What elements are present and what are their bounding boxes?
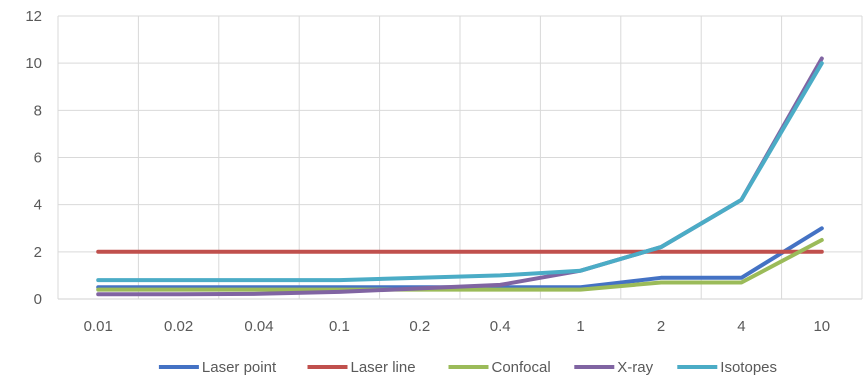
- x-tick-label: 2: [657, 318, 665, 335]
- x-tick-label: 0.01: [84, 318, 113, 335]
- grid-lines: [57, 15, 863, 300]
- y-tick-label: 4: [34, 197, 42, 214]
- x-tick-label: 0.04: [244, 318, 273, 335]
- y-tick-label: 8: [34, 102, 42, 119]
- y-tick-label: 0: [34, 291, 42, 308]
- legend-label-isotopes: Isotopes: [720, 359, 777, 376]
- series-line-isotopes: [96, 61, 824, 283]
- legend-label-laser-point: Laser point: [202, 359, 277, 376]
- x-tick-label: 0.02: [164, 318, 193, 335]
- y-tick-label: 12: [25, 8, 42, 25]
- y-tick-label: 10: [25, 55, 42, 72]
- y-tick-label: 6: [34, 150, 42, 167]
- x-tick-label: 0.4: [490, 318, 511, 335]
- x-tick-label: 0.2: [409, 318, 430, 335]
- legend-label-laser-line: Laser line: [351, 359, 416, 376]
- y-axis-tick-labels: 0 2 4 6 8 10 12: [25, 8, 42, 308]
- series-line-confocal: [96, 238, 824, 292]
- y-tick-label: 2: [34, 244, 42, 261]
- x-axis-tick-labels: 0.01 0.02 0.04 0.1 0.2 0.4 1 2 4 10: [84, 318, 831, 335]
- series-lines: [96, 56, 824, 297]
- x-tick-label: 1: [576, 318, 584, 335]
- legend: Laser point Laser line Confocal X-ray Isotop…: [158, 359, 777, 376]
- x-tick-label: 10: [813, 318, 830, 335]
- x-tick-label: 4: [737, 318, 745, 335]
- legend-label-x-ray: X-ray: [617, 359, 653, 376]
- x-tick-label: 0.1: [329, 318, 350, 335]
- legend-label-confocal: Confocal: [492, 359, 551, 376]
